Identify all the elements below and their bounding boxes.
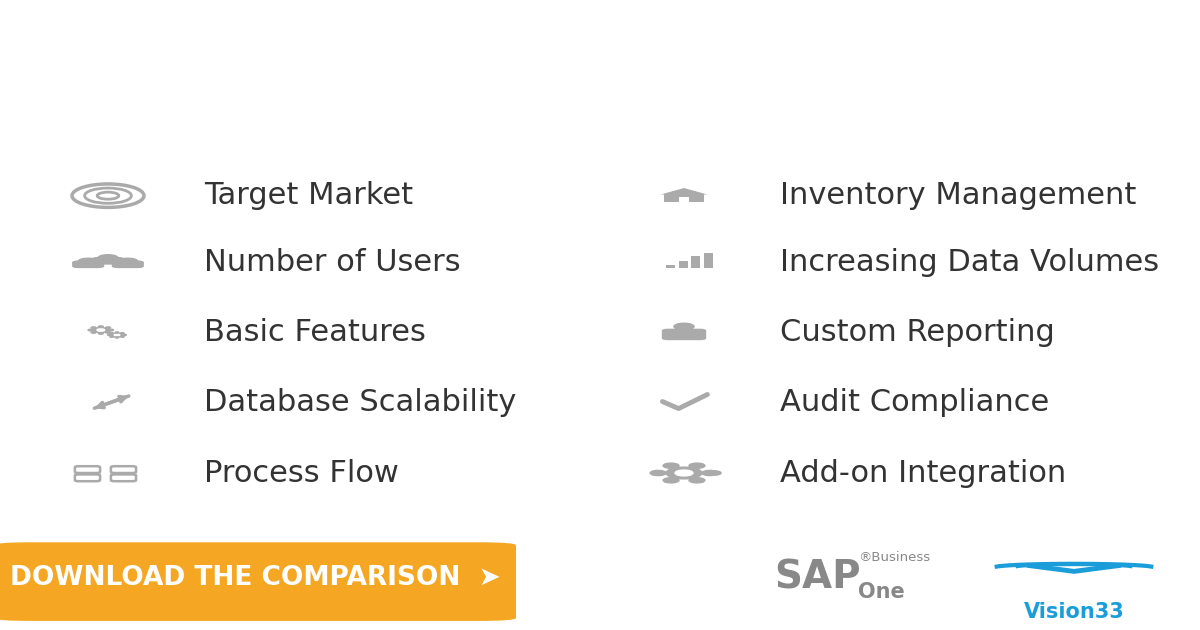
FancyBboxPatch shape [703, 253, 713, 268]
Circle shape [650, 471, 666, 476]
Circle shape [108, 335, 112, 336]
Circle shape [708, 471, 721, 475]
Circle shape [106, 331, 110, 333]
FancyBboxPatch shape [92, 257, 124, 265]
Circle shape [115, 337, 119, 338]
Circle shape [110, 333, 114, 334]
Text: ®Business: ®Business [858, 551, 930, 564]
Circle shape [110, 336, 114, 337]
FancyBboxPatch shape [666, 265, 674, 268]
Text: QuickBooks vs. SAP Business One: QuickBooks vs. SAP Business One [44, 44, 1156, 101]
Circle shape [91, 327, 96, 328]
Circle shape [112, 333, 122, 337]
Text: Database Scalability: Database Scalability [204, 388, 516, 417]
FancyBboxPatch shape [72, 260, 104, 268]
Circle shape [94, 328, 108, 333]
Circle shape [98, 333, 103, 334]
FancyBboxPatch shape [665, 194, 704, 202]
Circle shape [118, 258, 138, 265]
Text: SAP: SAP [774, 559, 860, 597]
Circle shape [664, 478, 679, 483]
Circle shape [702, 471, 718, 476]
Circle shape [98, 326, 103, 328]
Circle shape [122, 335, 126, 336]
Text: Custom Reporting: Custom Reporting [780, 318, 1055, 347]
Circle shape [689, 463, 704, 468]
Circle shape [114, 334, 120, 336]
Text: Vision33: Vision33 [1024, 602, 1124, 622]
Circle shape [664, 463, 679, 468]
Text: DOWNLOAD THE COMPARISON  ➤: DOWNLOAD THE COMPARISON ➤ [11, 564, 500, 590]
Circle shape [674, 470, 692, 476]
Circle shape [120, 333, 124, 334]
Text: Number of Users: Number of Users [204, 248, 461, 277]
FancyBboxPatch shape [691, 256, 701, 268]
Text: Basic Features: Basic Features [204, 318, 426, 347]
Circle shape [120, 336, 124, 337]
FancyBboxPatch shape [679, 197, 689, 202]
Text: Process Flow: Process Flow [204, 459, 398, 488]
FancyBboxPatch shape [112, 260, 144, 268]
Circle shape [108, 329, 114, 331]
FancyBboxPatch shape [662, 329, 706, 340]
FancyBboxPatch shape [679, 261, 688, 268]
Circle shape [666, 467, 702, 479]
Circle shape [106, 327, 110, 328]
Polygon shape [661, 188, 707, 195]
Circle shape [91, 331, 96, 333]
Text: Target Market: Target Market [204, 181, 413, 210]
Text: One: One [858, 581, 905, 602]
Circle shape [674, 323, 694, 330]
Circle shape [97, 329, 104, 331]
Circle shape [78, 258, 98, 265]
Circle shape [115, 332, 119, 333]
Circle shape [689, 478, 704, 483]
Text: Increasing Data Volumes: Increasing Data Volumes [780, 248, 1159, 277]
FancyBboxPatch shape [0, 542, 516, 621]
Circle shape [98, 255, 118, 261]
Text: Audit Compliance: Audit Compliance [780, 388, 1049, 417]
Text: Add-on Integration: Add-on Integration [780, 459, 1067, 488]
Circle shape [88, 329, 94, 331]
Text: Inventory Management: Inventory Management [780, 181, 1136, 210]
